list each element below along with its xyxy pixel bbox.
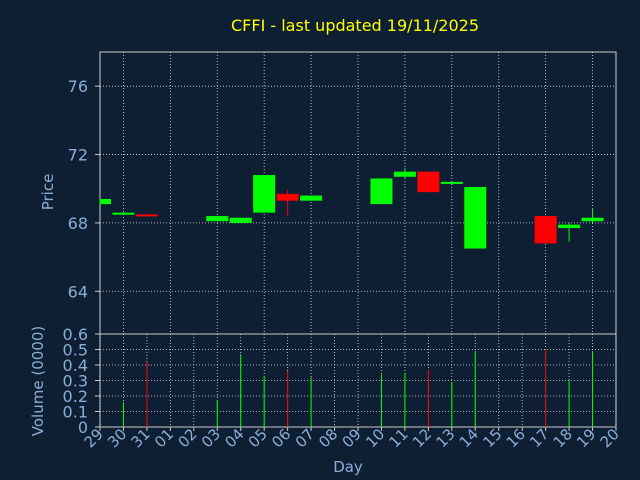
x-tick-label: 07 [292, 425, 318, 451]
price-tick-label: 72 [68, 146, 88, 165]
candle-body [393, 171, 416, 177]
x-tick-label: 03 [198, 425, 224, 451]
candle-body [100, 198, 111, 205]
x-tick-label: 13 [432, 425, 458, 451]
volume-axis-label: Volume (0000) [29, 326, 47, 436]
volume-panel: 00.10.20.30.40.50.6 [63, 325, 617, 437]
price-tick-label: 64 [68, 282, 88, 301]
volume-tick-label: 0.6 [63, 325, 88, 344]
x-tick-label: 17 [526, 425, 552, 451]
price-axis-label: Price [39, 174, 57, 211]
candle-body [276, 193, 299, 201]
candle-body [581, 217, 604, 222]
volume-tick-label: 0.5 [63, 341, 88, 360]
x-tick-label: 30 [104, 425, 130, 451]
price-tick-label: 68 [68, 214, 88, 233]
candle-body [112, 212, 135, 215]
volume-tick-label: 0.4 [63, 356, 88, 375]
x-tick-label: 16 [503, 425, 529, 451]
x-tick-label: 11 [386, 425, 412, 451]
x-tick-label: 18 [550, 425, 576, 451]
price-tick-label: 76 [68, 77, 88, 96]
x-axis: 2930310102030405060708091011121314151617… [81, 425, 623, 451]
x-tick-label: 08 [315, 425, 341, 451]
candle-body [135, 214, 158, 217]
x-tick-label: 09 [339, 425, 365, 451]
x-tick-label: 01 [151, 425, 177, 451]
candle-body [534, 216, 557, 244]
x-tick-label: 06 [268, 425, 294, 451]
x-tick-label: 15 [479, 425, 505, 451]
price-panel: 64 68 72 76 [68, 51, 617, 335]
x-tick-label: 20 [597, 425, 623, 451]
x-tick-label: 12 [409, 425, 435, 451]
x-tick-label: 02 [174, 425, 200, 451]
x-tick-label: 10 [362, 425, 388, 451]
candle-body [206, 216, 229, 222]
volume-tick-label: 0.3 [63, 372, 88, 391]
candle-body [229, 217, 252, 223]
x-tick-label: 05 [245, 425, 271, 451]
candle-body [440, 181, 463, 184]
candle-body [464, 187, 487, 249]
volume-tick-label: 0.2 [63, 387, 88, 406]
candle-body [417, 171, 440, 193]
x-tick-label: 14 [456, 425, 482, 451]
chart-title: CFFI - last updated 19/11/2025 [231, 16, 479, 35]
candle-body [370, 178, 393, 205]
x-tick-label: 19 [573, 425, 599, 451]
candle-body [300, 195, 323, 201]
volume-tick-label: 0.1 [63, 403, 88, 422]
candle-body [558, 224, 581, 229]
x-tick-label: 04 [221, 425, 247, 451]
candle-body [253, 175, 276, 213]
volume-tick-label: 0 [78, 418, 88, 437]
x-tick-label: 31 [128, 425, 154, 451]
x-axis-label: Day [333, 458, 363, 476]
